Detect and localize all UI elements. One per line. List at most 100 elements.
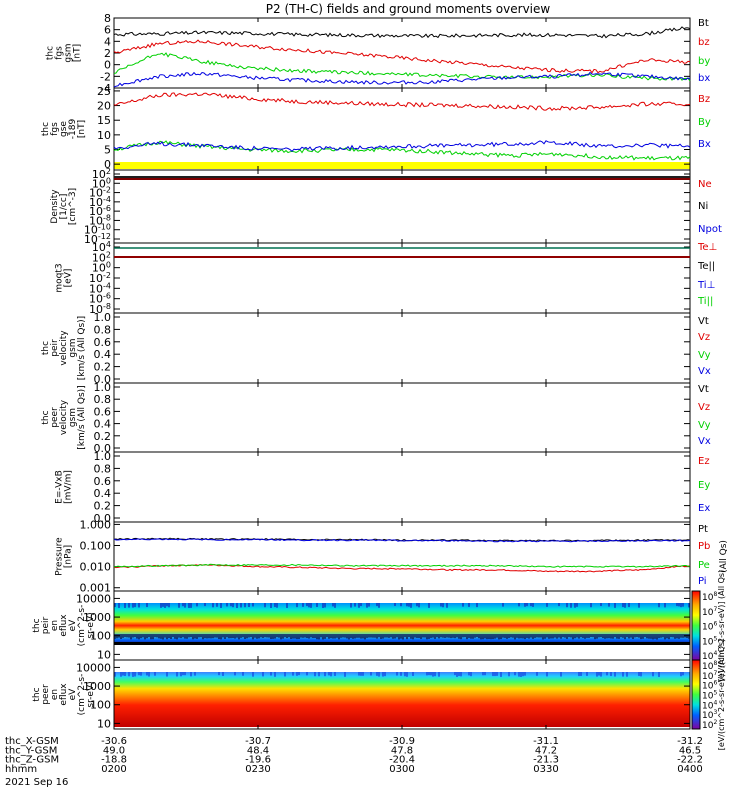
heatmap-noise	[168, 603, 170, 608]
series-line-Pi	[113, 538, 691, 543]
heatmap-noise	[296, 603, 298, 608]
panel-frame	[113, 242, 691, 314]
heatmap-noise	[616, 634, 618, 639]
heatmap-noise	[334, 672, 336, 676]
heatmap-noise	[142, 634, 144, 638]
heatmap-noise	[360, 672, 362, 676]
panel-peer-en-eflux: thc peer en eflux eV (cm^2-s-sr-eV) 10000 1000 1…	[32, 639, 726, 750]
heatmap-noise	[680, 672, 682, 677]
heatmap-noise	[346, 634, 348, 639]
heatmap-noise	[226, 603, 228, 607]
heatmap-noise	[130, 634, 132, 640]
heatmap-noise	[604, 634, 606, 639]
heatmap-noise	[528, 634, 530, 639]
heatmap-noise	[524, 634, 526, 640]
heatmap-noise	[296, 672, 298, 676]
heatmap-noise	[420, 634, 422, 639]
heatmap-noise	[444, 634, 446, 638]
heatmap-noise	[188, 634, 190, 638]
heatmap-noise	[504, 634, 506, 638]
heatmap-noise	[200, 634, 202, 638]
heatmap-noise	[382, 672, 384, 677]
tick-exponent: 8	[713, 591, 717, 598]
heatmap-noise	[178, 634, 180, 638]
heatmap-noise	[220, 634, 222, 640]
panel-frame	[113, 521, 691, 592]
y-axis-label: Density	[50, 189, 60, 224]
heatmap-noise	[450, 634, 452, 639]
heatmap-noise	[276, 603, 278, 608]
heatmap-noise	[376, 634, 378, 639]
heatmap-noise	[286, 603, 288, 608]
heatmap-noise	[608, 634, 610, 639]
heatmap-noise	[484, 634, 486, 639]
heatmap-noise	[622, 634, 624, 638]
heatmap-noise	[508, 634, 510, 638]
legend-Te⊥: Te⊥	[697, 242, 717, 253]
legend-Vt: Vt	[698, 384, 709, 395]
x-row-value: -18.8	[101, 755, 127, 766]
x-row-value: 47.2	[535, 745, 557, 756]
heatmap-noise	[244, 634, 246, 639]
heatmap-noise	[590, 603, 592, 608]
heatmap-noise	[518, 672, 520, 677]
heatmap-noise	[556, 634, 558, 639]
heatmap-noise	[518, 634, 520, 639]
heatmap-noise	[218, 634, 220, 640]
heatmap-noise	[584, 634, 586, 639]
x-row-label: thc_X-GSM	[5, 736, 59, 747]
heatmap-noise	[252, 634, 254, 640]
heatmap-noise	[386, 634, 388, 638]
y-axis-label: eflux	[59, 683, 69, 706]
heatmap-noise	[322, 603, 324, 608]
heatmap-noise	[550, 634, 552, 639]
heatmap-noise	[536, 634, 538, 638]
tick-exponent: 3	[713, 709, 717, 716]
heatmap-noise	[682, 672, 684, 676]
heatmap-noise	[426, 634, 428, 640]
heatmap-noise	[448, 634, 450, 638]
heatmap-noise	[574, 603, 576, 608]
heatmap-noise	[496, 634, 498, 638]
heatmap-noise	[490, 634, 492, 640]
heatmap-noise	[378, 603, 380, 608]
heatmap-noise	[240, 634, 242, 638]
heatmap-noise	[520, 634, 522, 639]
legend-Bt: Bt	[698, 18, 709, 29]
heatmap-noise	[328, 672, 330, 676]
heatmap-noise	[540, 634, 542, 638]
legend-Pb: Pb	[698, 541, 710, 552]
heatmap-noise	[330, 672, 332, 677]
heatmap-noise	[578, 634, 580, 639]
x-row-value: 0200	[101, 764, 126, 775]
tick-exponent: -6	[103, 204, 111, 213]
heatmap-noise	[512, 634, 514, 638]
colorbar	[691, 590, 701, 661]
y-axis-label: thc	[41, 341, 51, 355]
y-axis-label: (cm^2-s-	[77, 605, 87, 647]
heatmap-noise	[492, 634, 494, 640]
heatmap-noise	[180, 672, 182, 677]
tick-label: 108	[702, 591, 717, 603]
heatmap-noise	[366, 603, 368, 608]
heatmap-noise	[612, 634, 614, 639]
heatmap-noise	[270, 672, 272, 676]
heatmap-noise	[114, 603, 116, 608]
heatmap-noise	[256, 634, 258, 639]
heatmap-noise	[416, 603, 418, 607]
heatmap-noise	[546, 603, 548, 607]
heatmap-noise	[262, 672, 264, 677]
heatmap-noise	[296, 634, 298, 640]
heatmap-noise	[376, 672, 378, 676]
legend-Vz: Vz	[698, 402, 710, 413]
tick-exponent: 2	[106, 250, 111, 259]
tick-label: 8	[104, 12, 111, 25]
heatmap-noise	[570, 634, 572, 638]
heatmap-noise	[638, 672, 640, 676]
heatmap-noise	[538, 634, 540, 638]
heatmap-noise	[454, 634, 456, 639]
tick-label: 1.0	[94, 450, 112, 463]
heatmap-noise	[680, 634, 682, 638]
heatmap-noise	[416, 634, 418, 638]
y-axis-label: [km/s (All Qs)]	[77, 385, 87, 449]
